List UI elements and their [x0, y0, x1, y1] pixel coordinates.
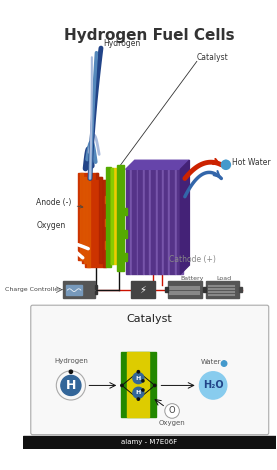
Text: Hydrogen: Hydrogen	[54, 359, 88, 364]
Bar	[168, 169, 170, 274]
Text: Load: Load	[217, 276, 232, 282]
Polygon shape	[222, 361, 226, 364]
Circle shape	[133, 373, 144, 384]
Bar	[158, 169, 162, 274]
Bar	[106, 167, 111, 267]
Bar	[87, 180, 90, 267]
Bar	[127, 352, 149, 417]
Bar	[130, 169, 132, 274]
Text: Oxygen: Oxygen	[36, 221, 65, 230]
Circle shape	[165, 404, 179, 418]
Bar	[95, 290, 97, 294]
Text: H: H	[136, 376, 141, 381]
Bar	[121, 208, 127, 215]
Bar	[121, 230, 127, 238]
Bar	[105, 196, 109, 203]
Bar	[121, 352, 156, 417]
Bar	[95, 285, 97, 289]
Bar	[82, 177, 102, 263]
Text: Water: Water	[201, 360, 222, 365]
Text: H: H	[136, 390, 141, 395]
Bar	[125, 169, 130, 274]
Circle shape	[199, 372, 227, 399]
Bar	[177, 169, 181, 274]
Circle shape	[221, 361, 227, 366]
Bar	[162, 169, 164, 274]
Text: H: H	[66, 379, 76, 392]
Circle shape	[61, 376, 81, 395]
Bar	[165, 287, 168, 292]
Bar	[96, 173, 98, 259]
Text: H₂O: H₂O	[203, 380, 224, 391]
Bar	[164, 169, 168, 274]
Bar	[66, 285, 82, 295]
Bar	[206, 282, 239, 298]
Circle shape	[133, 387, 144, 398]
Bar	[132, 169, 137, 274]
Circle shape	[137, 398, 140, 400]
Bar	[121, 253, 127, 260]
Bar	[138, 169, 143, 274]
Text: Anode (-): Anode (-)	[36, 198, 83, 208]
Bar	[103, 180, 106, 267]
Bar	[24, 436, 276, 449]
Circle shape	[221, 160, 230, 169]
Text: Catalyst: Catalyst	[126, 314, 172, 324]
Bar	[105, 242, 109, 249]
Circle shape	[137, 370, 140, 373]
Bar	[239, 287, 242, 292]
Text: O: O	[169, 407, 175, 415]
Text: Hot Water: Hot Water	[232, 158, 271, 167]
Bar	[181, 169, 183, 274]
Bar	[143, 169, 145, 274]
Circle shape	[69, 370, 73, 373]
Circle shape	[142, 380, 144, 382]
Bar	[131, 282, 155, 298]
Circle shape	[121, 384, 123, 387]
Bar	[86, 180, 106, 267]
Bar	[149, 169, 151, 274]
Bar	[170, 169, 175, 274]
Polygon shape	[180, 160, 189, 274]
Bar	[78, 173, 98, 259]
Text: Cathode (+): Cathode (+)	[169, 255, 216, 264]
Bar	[111, 168, 117, 264]
Bar	[145, 169, 149, 274]
Text: Catalyst: Catalyst	[197, 53, 229, 62]
Text: alamy - M7E06F: alamy - M7E06F	[121, 439, 178, 446]
FancyBboxPatch shape	[31, 305, 269, 435]
Circle shape	[153, 384, 156, 387]
Bar	[156, 169, 158, 274]
Bar	[168, 282, 202, 298]
Bar	[80, 173, 83, 259]
Bar	[84, 177, 86, 263]
Text: ⚡: ⚡	[140, 285, 146, 295]
Bar	[111, 168, 113, 264]
Bar	[137, 169, 138, 274]
Text: Hydrogen: Hydrogen	[104, 39, 141, 48]
Bar	[151, 169, 156, 274]
Bar	[105, 219, 109, 226]
Circle shape	[142, 389, 144, 391]
Text: Hydrogen Fuel Cells: Hydrogen Fuel Cells	[64, 28, 235, 43]
Polygon shape	[223, 160, 229, 163]
Text: Battery: Battery	[180, 276, 204, 282]
Text: Oxygen: Oxygen	[159, 420, 186, 426]
Bar	[117, 165, 124, 272]
Bar	[175, 169, 177, 274]
Text: Charge Controller: Charge Controller	[5, 287, 61, 292]
Polygon shape	[125, 160, 189, 169]
Bar	[99, 177, 102, 263]
Bar	[63, 282, 95, 298]
Bar	[203, 287, 206, 292]
